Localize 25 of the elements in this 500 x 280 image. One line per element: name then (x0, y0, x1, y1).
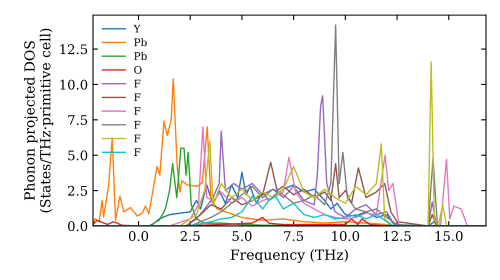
x-axis-title: Frequency (THz) (230, 249, 348, 263)
legend-label: O (134, 66, 142, 74)
x-tick-label: 0.0 (128, 231, 148, 242)
legend-label: F (134, 93, 140, 102)
y-axis-title: Phonon projected DOS (States/THz·primitive cell) (24, 28, 54, 212)
legend-label: Y (134, 24, 141, 32)
x-tick-label: 15.0 (436, 231, 463, 242)
legend-label: Pb (134, 38, 147, 46)
y-tick-label: 10.0 (60, 80, 88, 90)
x-tick-label: 10.0 (332, 231, 360, 242)
x-tick-label: 7.5 (284, 231, 304, 242)
y-tick-label: 7.5 (68, 115, 88, 126)
y-tick-label: 12.5 (60, 44, 88, 54)
legend-label: F (134, 120, 140, 128)
y-tick-label: 5.0 (68, 150, 88, 160)
legend-label: F (134, 134, 140, 142)
y-tick-label: 2.5 (68, 186, 88, 196)
x-tick-label: 5.0 (232, 231, 252, 242)
legend-label: F (134, 107, 140, 115)
legend-label: Pb (134, 52, 147, 60)
x-tick-label: 12.5 (384, 231, 411, 242)
y-tick-label: 0.0 (68, 221, 88, 232)
legend-label: F (134, 148, 140, 156)
x-tick-label: 2.5 (180, 231, 200, 242)
legend-label: F (134, 80, 140, 88)
